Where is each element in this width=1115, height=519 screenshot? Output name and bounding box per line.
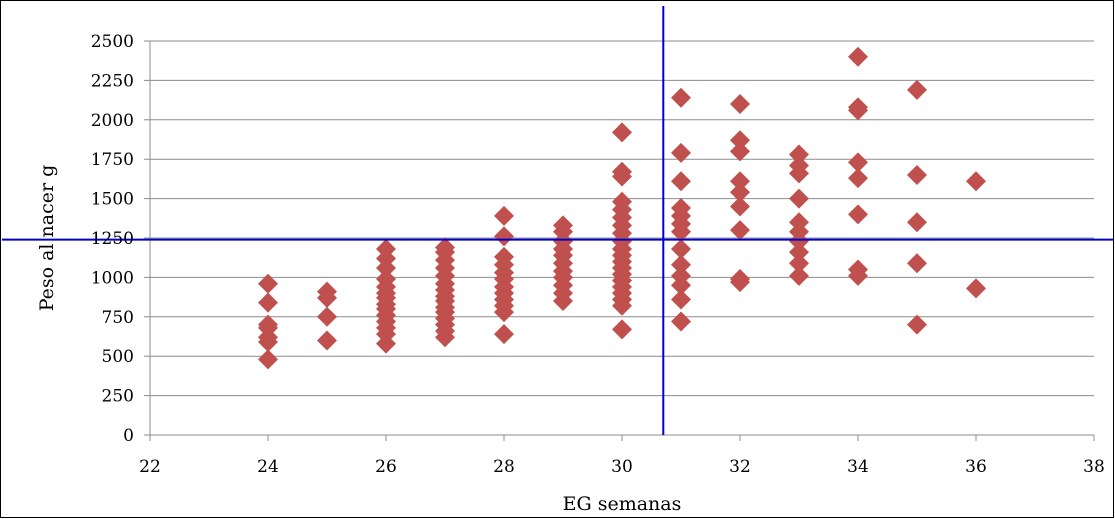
data-point bbox=[848, 168, 868, 189]
data-point bbox=[258, 349, 278, 370]
data-point bbox=[671, 254, 691, 275]
y-tick-label: 1250 bbox=[91, 229, 134, 249]
data-point bbox=[612, 191, 632, 212]
data-point bbox=[435, 237, 455, 258]
data-point bbox=[376, 239, 396, 260]
data-point bbox=[494, 205, 514, 226]
data-point bbox=[966, 278, 986, 299]
data-point bbox=[612, 319, 632, 340]
data-point bbox=[789, 265, 809, 286]
data-point bbox=[730, 196, 750, 217]
axes bbox=[144, 40, 1095, 441]
data-point bbox=[258, 273, 278, 294]
x-tick-label: 30 bbox=[611, 457, 633, 477]
data-point bbox=[789, 253, 809, 274]
data-point bbox=[553, 215, 573, 236]
data-point bbox=[848, 204, 868, 225]
data-point bbox=[730, 141, 750, 162]
x-axis-title: EG semanas bbox=[563, 493, 682, 515]
data-point bbox=[671, 289, 691, 310]
x-tick-label: 24 bbox=[257, 457, 279, 477]
y-tick-label: 2000 bbox=[91, 111, 134, 131]
tick-labels: 0 250 500 750 1000 1250 1500 1750 2000 2250 2500 22… bbox=[91, 32, 1105, 477]
x-tick-label: 28 bbox=[493, 457, 515, 477]
data-point bbox=[317, 306, 337, 327]
data-point bbox=[907, 314, 927, 335]
x-tick-label: 36 bbox=[965, 457, 987, 477]
x-tick-label: 32 bbox=[729, 457, 751, 477]
y-axis-title: Peso al nacer g bbox=[36, 165, 58, 312]
data-point bbox=[258, 314, 278, 335]
data-point bbox=[730, 171, 750, 192]
data-point bbox=[789, 188, 809, 209]
data-point bbox=[671, 239, 691, 260]
data-point bbox=[376, 268, 396, 289]
x-tick-label: 26 bbox=[375, 457, 397, 477]
data-point bbox=[494, 226, 514, 247]
data-point bbox=[671, 142, 691, 163]
data-point bbox=[671, 171, 691, 192]
y-tick-label: 1500 bbox=[91, 190, 134, 210]
y-tick-label: 0 bbox=[123, 426, 134, 446]
data-point bbox=[612, 122, 632, 143]
x-tick-label: 22 bbox=[139, 457, 161, 477]
data-point bbox=[789, 212, 809, 233]
x-tick-label: 34 bbox=[847, 457, 869, 477]
data-point bbox=[907, 253, 927, 274]
gridlines bbox=[150, 40, 1094, 397]
data-point bbox=[671, 265, 691, 286]
data-points bbox=[258, 46, 986, 370]
y-tick-label: 1000 bbox=[91, 268, 134, 288]
data-point bbox=[494, 324, 514, 345]
data-point bbox=[612, 161, 632, 182]
data-point bbox=[848, 259, 868, 280]
data-point bbox=[671, 198, 691, 219]
y-tick-label: 250 bbox=[102, 387, 134, 407]
data-point bbox=[789, 144, 809, 165]
data-point bbox=[848, 97, 868, 118]
y-tick-label: 2500 bbox=[91, 32, 134, 52]
data-point bbox=[730, 94, 750, 115]
data-point bbox=[907, 79, 927, 100]
data-point bbox=[789, 242, 809, 263]
data-point bbox=[907, 212, 927, 233]
y-tick-label: 750 bbox=[102, 308, 134, 328]
y-tick-label: 2250 bbox=[91, 71, 134, 91]
y-tick-label: 500 bbox=[102, 347, 134, 367]
data-point bbox=[848, 152, 868, 173]
reference-lines bbox=[2, 6, 1113, 435]
data-point bbox=[730, 220, 750, 241]
data-point bbox=[494, 246, 514, 267]
data-point bbox=[317, 330, 337, 351]
data-point bbox=[730, 182, 750, 203]
data-point bbox=[848, 46, 868, 67]
data-point bbox=[317, 281, 337, 302]
data-point bbox=[907, 164, 927, 185]
data-point bbox=[671, 87, 691, 108]
data-point bbox=[789, 155, 809, 176]
data-point bbox=[730, 130, 750, 151]
data-point bbox=[730, 268, 750, 289]
data-point bbox=[966, 171, 986, 192]
data-point bbox=[258, 292, 278, 313]
data-point bbox=[671, 311, 691, 332]
y-tick-label: 1750 bbox=[91, 150, 134, 170]
x-tick-label: 38 bbox=[1083, 457, 1105, 477]
